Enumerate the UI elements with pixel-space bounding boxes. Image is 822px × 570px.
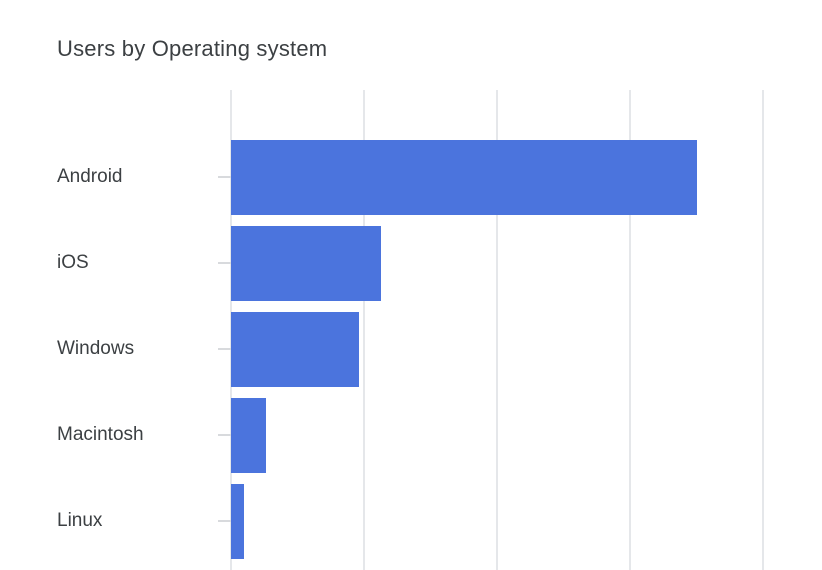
category-label: Android [57,166,123,187]
vertical-gridline [496,90,498,570]
chart-title: Users by Operating system [57,36,328,61]
category-tick [218,434,231,436]
vertical-gridline [629,90,631,570]
bar-ios[interactable] [231,225,381,301]
category-label: iOS [57,252,89,273]
bar-android[interactable] [231,139,697,215]
bar-linux[interactable] [231,483,244,559]
category-tick [218,262,231,264]
bar-macintosh[interactable] [231,397,266,473]
vertical-gridline [363,90,365,570]
category-tick [218,348,231,350]
category-label: Linux [57,510,103,531]
bar-windows[interactable] [231,311,359,387]
category-label: Macintosh [57,424,144,445]
category-tick [218,176,231,178]
category-label: Windows [57,338,135,359]
category-tick [218,520,231,522]
vertical-gridline [762,90,764,570]
